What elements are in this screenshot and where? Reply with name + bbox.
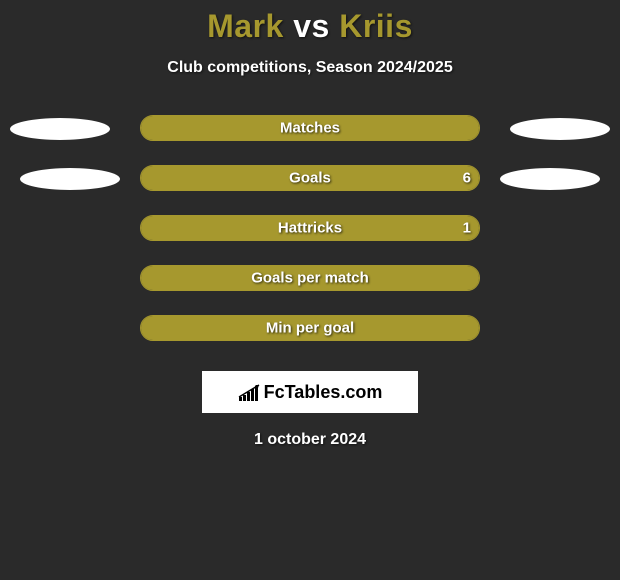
stat-bar: Goals per match [140, 265, 480, 291]
bar-chart-icon [238, 383, 260, 401]
right-ellipse [510, 118, 610, 140]
bar-chart-icon-svg [238, 383, 260, 401]
stat-bar: Min per goal [140, 315, 480, 341]
player1-name: Mark [207, 8, 284, 44]
subtitle: Club competitions, Season 2024/2025 [0, 59, 620, 77]
stat-bar: Hattricks 1 [140, 215, 480, 241]
vs-text: vs [293, 8, 330, 44]
stat-label: Min per goal [266, 320, 354, 337]
stat-bar: Goals 6 [140, 165, 480, 191]
stat-label: Matches [280, 120, 340, 137]
stat-label: Hattricks [278, 220, 342, 237]
stat-row: Min per goal [0, 315, 620, 343]
stat-value-right: 1 [463, 220, 471, 237]
stat-row: Matches [0, 115, 620, 143]
comparison-card: Mark vs Kriis Club competitions, Season … [0, 0, 620, 580]
stat-label: Goals [289, 170, 331, 187]
title: Mark vs Kriis [0, 0, 620, 45]
stat-bar: Matches [140, 115, 480, 141]
stat-row: Goals 6 [0, 165, 620, 193]
brand-inner: FcTables.com [238, 382, 383, 403]
right-ellipse [500, 168, 600, 190]
brand-box[interactable]: FcTables.com [202, 371, 418, 413]
stat-value-right: 6 [463, 170, 471, 187]
stat-row: Goals per match [0, 265, 620, 293]
stat-row: Hattricks 1 [0, 215, 620, 243]
stats-rows: Matches Goals 6 Hattricks 1 Goals per match Mi… [0, 115, 620, 343]
date-text: 1 october 2024 [0, 431, 620, 449]
brand-text: FcTables.com [264, 382, 383, 403]
left-ellipse [20, 168, 120, 190]
left-ellipse [10, 118, 110, 140]
stat-label: Goals per match [251, 270, 369, 287]
player2-name: Kriis [339, 8, 413, 44]
